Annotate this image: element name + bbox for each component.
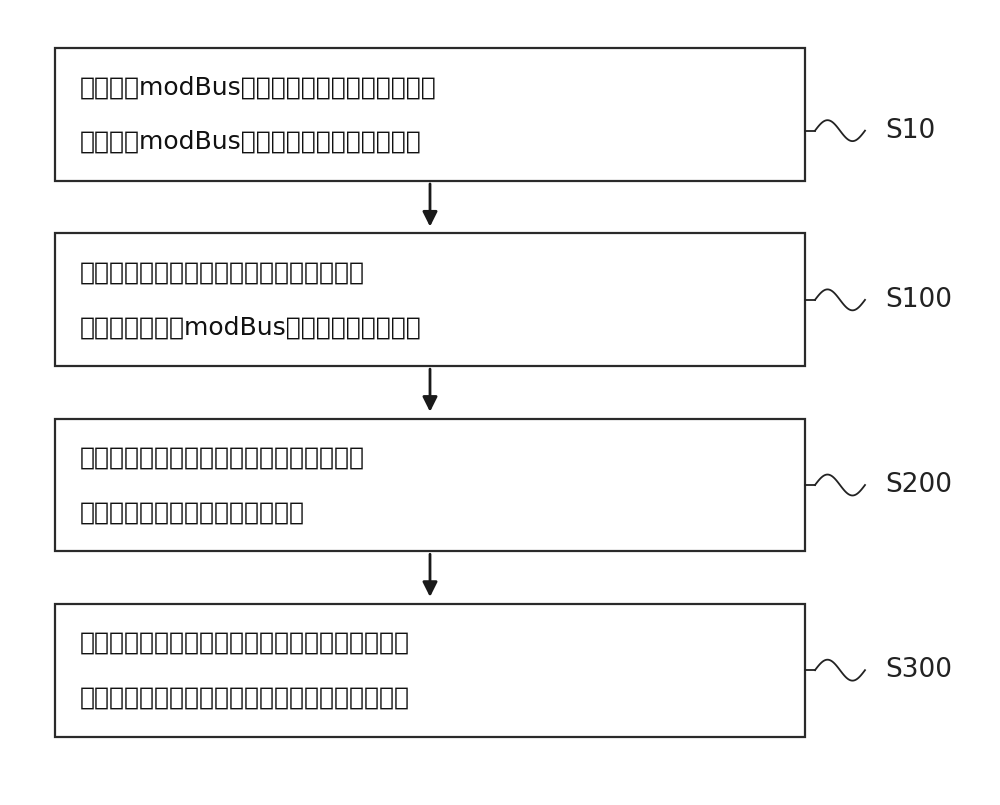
Text: S10: S10	[885, 118, 935, 143]
Text: 根据所述负荷功率数据所属的用电区域和用电类型: 根据所述负荷功率数据所属的用电区域和用电类型	[80, 631, 410, 654]
Text: 对所述负荷功率数据进行统计，形成用电统计数据: 对所述负荷功率数据进行统计，形成用电统计数据	[80, 686, 410, 709]
Text: S300: S300	[885, 657, 952, 683]
FancyBboxPatch shape	[55, 48, 805, 181]
Text: S200: S200	[885, 472, 952, 498]
Text: 建立所述modBus网关与所述智能终端的连接: 建立所述modBus网关与所述智能终端的连接	[80, 130, 422, 154]
FancyBboxPatch shape	[55, 604, 805, 737]
Text: 建立所述modBus网关与所述计量电表的连接，: 建立所述modBus网关与所述计量电表的连接，	[80, 76, 437, 99]
Text: 通过计量电表采集负荷功率数据，将所述负: 通过计量电表采集负荷功率数据，将所述负	[80, 261, 365, 284]
FancyBboxPatch shape	[55, 419, 805, 551]
Text: 率数据所属的用电区域和用电类型: 率数据所属的用电区域和用电类型	[80, 501, 305, 524]
FancyBboxPatch shape	[55, 233, 805, 366]
Text: 荷功率数据通过modBus网关反馈至智能终端: 荷功率数据通过modBus网关反馈至智能终端	[80, 316, 422, 339]
Text: 通过所述智能终端判断采集到的所述负荷功: 通过所述智能终端判断采集到的所述负荷功	[80, 446, 365, 469]
Text: S100: S100	[885, 287, 952, 313]
